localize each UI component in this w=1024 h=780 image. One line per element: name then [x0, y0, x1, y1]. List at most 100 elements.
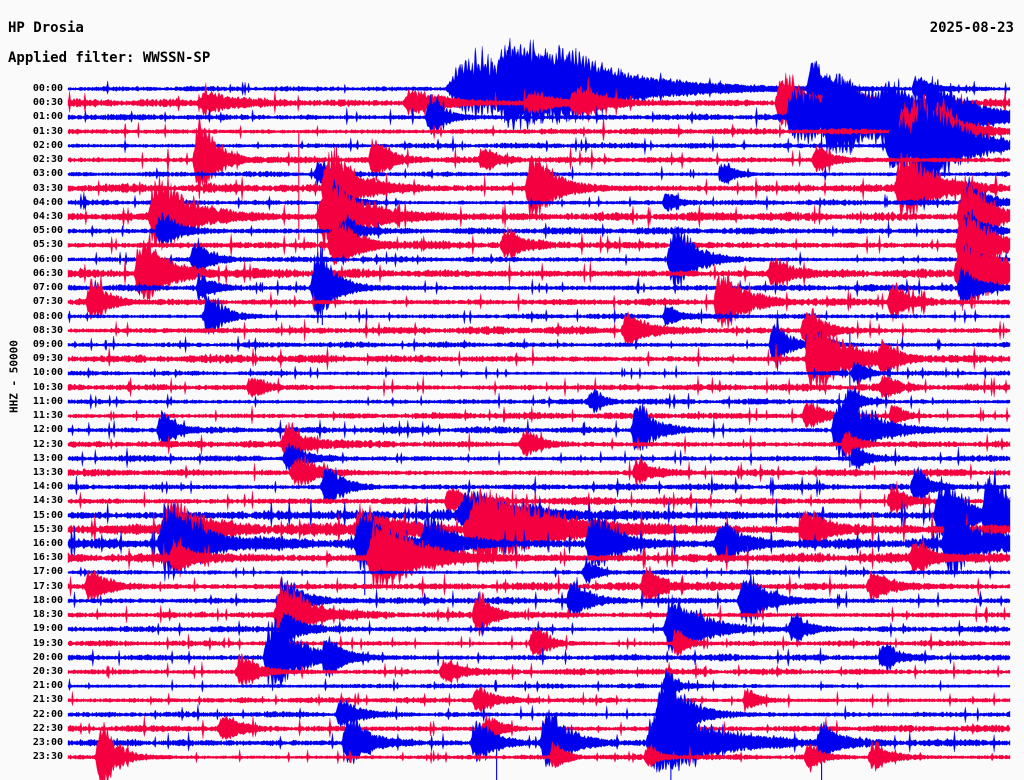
time-label-0530: 05:30 — [32, 239, 63, 251]
trace-row — [67, 627, 1011, 658]
trace-envelope — [67, 565, 1011, 603]
trace-row — [67, 307, 1011, 351]
trace-row — [67, 685, 1011, 713]
trace-envelope — [67, 705, 1011, 773]
trace-row — [67, 616, 1011, 692]
trace-row — [67, 210, 1011, 275]
trace-envelope — [67, 210, 1011, 275]
trace-envelope — [67, 401, 1011, 429]
time-label-1200: 12:00 — [32, 424, 63, 436]
time-label-0900: 09:00 — [32, 338, 63, 350]
time-label-1730: 17:30 — [32, 580, 63, 592]
trace-envelope — [67, 147, 1011, 223]
trace-envelope — [67, 516, 1011, 592]
time-label-0400: 04:00 — [32, 196, 63, 208]
trace-envelope — [67, 556, 1011, 585]
time-label-0430: 04:30 — [32, 210, 63, 222]
trace-row — [67, 421, 1011, 466]
time-label-0700: 07:00 — [32, 282, 63, 294]
time-label-0730: 07:30 — [32, 296, 63, 308]
trace-row — [67, 669, 1011, 699]
time-label-0030: 00:30 — [32, 97, 63, 109]
time-label-0930: 09:30 — [32, 353, 63, 365]
time-label-1230: 12:30 — [32, 438, 63, 450]
trace-envelope — [67, 94, 1011, 162]
time-label-1000: 10:00 — [32, 367, 63, 379]
trace-row — [67, 653, 1011, 686]
time-label-1600: 16:00 — [32, 538, 63, 550]
time-label-1300: 13:00 — [32, 452, 63, 464]
trace-row — [67, 715, 1011, 741]
time-label-0830: 08:30 — [32, 324, 63, 336]
time-label-0300: 03:00 — [32, 168, 63, 180]
time-label-2000: 20:00 — [32, 651, 63, 663]
time-label-1900: 19:00 — [32, 623, 63, 635]
time-label-1400: 14:00 — [32, 481, 63, 493]
trace-envelope — [67, 307, 1011, 351]
trace-row — [67, 442, 1011, 472]
time-label-1630: 16:30 — [32, 552, 63, 564]
trace-envelope — [67, 271, 1011, 329]
time-label-2300: 23:00 — [32, 737, 63, 749]
time-label-2030: 20:30 — [32, 666, 63, 678]
trace-row — [67, 229, 1011, 312]
time-label-2100: 21:00 — [32, 680, 63, 692]
trace-row — [67, 392, 1011, 463]
time-label-0800: 08:00 — [32, 310, 63, 322]
trace-row — [67, 94, 1011, 162]
trace-row — [67, 385, 1011, 415]
trace-row — [67, 294, 1011, 335]
trace-envelope — [67, 72, 1011, 131]
time-label-1130: 11:30 — [32, 410, 63, 422]
time-label-1930: 19:30 — [32, 637, 63, 649]
trace-envelope — [67, 685, 1011, 713]
time-label-0000: 00:00 — [32, 83, 63, 94]
trace-row — [67, 374, 1011, 399]
trace-envelope — [67, 392, 1011, 463]
time-label-1100: 11:00 — [32, 395, 63, 407]
time-label-0100: 01:00 — [32, 111, 63, 123]
time-label-1330: 13:30 — [32, 466, 63, 478]
trace-row — [67, 673, 1011, 745]
time-label-0200: 02:00 — [32, 139, 63, 151]
time-label-0600: 06:00 — [32, 253, 63, 265]
trace-row — [67, 72, 1011, 156]
trace-row — [67, 246, 1011, 324]
record-date: 2025-08-23 — [929, 20, 1014, 36]
time-label-1530: 15:30 — [32, 523, 63, 535]
trace-row — [67, 556, 1011, 585]
trace-envelope — [67, 246, 1011, 324]
time-label-0500: 05:00 — [32, 225, 63, 237]
trace-row — [67, 315, 1011, 389]
trace-row — [67, 705, 1011, 773]
trace-envelope — [67, 72, 1011, 156]
applied-filter-label: Applied filter: WWSSN-SP — [8, 50, 211, 66]
time-label-0130: 01:30 — [32, 125, 63, 137]
trace-envelope — [67, 226, 1011, 289]
trace-envelope — [67, 669, 1011, 699]
time-label-0630: 06:30 — [32, 267, 63, 279]
time-label-1800: 18:00 — [32, 594, 63, 606]
time-label-2330: 23:30 — [32, 751, 63, 763]
time-label-2200: 22:00 — [32, 708, 63, 720]
trace-row — [67, 147, 1011, 223]
trace-row — [67, 466, 1011, 505]
time-label-1030: 10:30 — [32, 381, 63, 393]
time-label-2130: 21:30 — [32, 694, 63, 706]
trace-envelope — [67, 653, 1011, 686]
time-axis-labels: 00:00 00:30 01:00 01:30 02:00 02:30 03:00 03:30… — [0, 0, 66, 780]
time-label-1500: 15:00 — [32, 509, 63, 521]
trace-row — [67, 361, 1011, 386]
station-title: HP Drosia — [8, 20, 84, 36]
time-label-1830: 18:30 — [32, 609, 63, 621]
trace-envelope — [67, 616, 1011, 692]
trace-row — [67, 516, 1011, 592]
trace-row — [67, 176, 1011, 221]
trace-envelope — [67, 385, 1011, 415]
time-label-1430: 14:30 — [32, 495, 63, 507]
trace-row — [67, 453, 1011, 487]
trace-row — [67, 721, 1011, 780]
